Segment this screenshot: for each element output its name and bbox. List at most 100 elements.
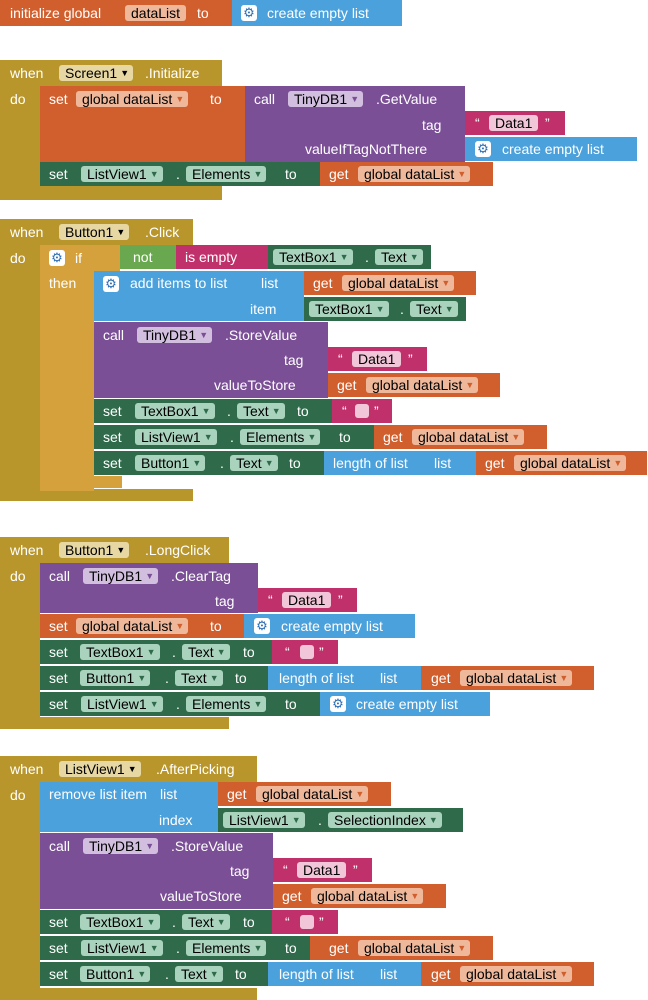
variable-dropdown[interactable]: global dataList bbox=[358, 940, 471, 956]
event-button-longclick-block[interactable]: when Button1 .LongClick bbox=[0, 537, 229, 563]
set-textbox-text-block[interactable]: set TextBox1 . Text to bbox=[40, 910, 272, 934]
component-dropdown[interactable]: TinyDB1 bbox=[83, 568, 159, 584]
event-button-click-block[interactable]: when Button1 .Click bbox=[0, 219, 193, 245]
length-of-list-block[interactable]: length of list list bbox=[268, 962, 421, 986]
string-value[interactable]: Data1 bbox=[282, 592, 332, 608]
property-dropdown[interactable]: Text bbox=[375, 249, 423, 265]
component-dropdown[interactable]: TinyDB1 bbox=[83, 838, 159, 854]
property-dropdown[interactable]: Text bbox=[237, 403, 285, 419]
component-dropdown[interactable]: ListView1 bbox=[135, 429, 217, 445]
add-items-to-list-block[interactable]: ⚙ add items to list list item bbox=[94, 271, 304, 321]
variable-dropdown[interactable]: global dataList bbox=[76, 91, 189, 107]
create-empty-list-block[interactable]: ⚙ create empty list bbox=[244, 614, 415, 638]
component-dropdown[interactable]: TextBox1 bbox=[309, 301, 389, 317]
is-empty-block[interactable]: is empty bbox=[176, 245, 268, 269]
component-dropdown[interactable]: Button1 bbox=[80, 966, 151, 982]
gear-icon[interactable]: ⚙ bbox=[254, 618, 270, 634]
set-listview-elements-block[interactable]: set ListView1 . Elements to bbox=[40, 692, 320, 716]
set-global-block[interactable]: set global dataList to bbox=[40, 614, 244, 638]
set-global-block[interactable]: set global dataList to bbox=[40, 86, 245, 162]
property-dropdown[interactable]: Text bbox=[182, 914, 230, 930]
gear-icon[interactable]: ⚙ bbox=[330, 696, 346, 712]
empty-string-block[interactable]: “ ” bbox=[272, 640, 338, 664]
property-dropdown[interactable]: Text bbox=[175, 670, 223, 686]
property-dropdown[interactable]: Text bbox=[182, 644, 230, 660]
set-textbox-text-block[interactable]: set TextBox1 . Text to bbox=[94, 399, 332, 423]
variable-dropdown[interactable]: global dataList bbox=[358, 166, 471, 182]
tinydb-cleartag-block[interactable]: call TinyDB1 .ClearTag tag bbox=[40, 563, 258, 613]
property-dropdown[interactable]: SelectionIndex bbox=[328, 812, 442, 828]
component-dropdown[interactable]: Screen1 bbox=[59, 65, 134, 81]
get-global-block[interactable]: get global dataList bbox=[328, 373, 500, 397]
component-dropdown[interactable]: Button1 bbox=[59, 224, 130, 240]
get-global-block[interactable]: get global dataList bbox=[374, 425, 547, 449]
empty-string-block[interactable]: “ ” bbox=[272, 910, 338, 934]
variable-dropdown[interactable]: global dataList bbox=[256, 786, 369, 802]
not-block[interactable]: not bbox=[120, 245, 176, 269]
text-string-block[interactable]: “ Data1 ” bbox=[328, 347, 427, 371]
string-value[interactable]: Data1 bbox=[352, 351, 402, 367]
if-block[interactable]: ⚙ if bbox=[40, 245, 120, 271]
variable-dropdown[interactable]: global dataList bbox=[342, 275, 455, 291]
set-listview-elements-block[interactable]: set ListView1 . Elements to bbox=[40, 936, 310, 960]
property-dropdown[interactable]: Elements bbox=[240, 429, 321, 445]
string-value[interactable] bbox=[300, 915, 314, 929]
component-dropdown[interactable]: TinyDB1 bbox=[288, 91, 364, 107]
component-dropdown[interactable]: TextBox1 bbox=[80, 644, 160, 660]
get-global-block[interactable]: get global dataList bbox=[310, 936, 493, 960]
component-dropdown[interactable]: ListView1 bbox=[223, 812, 305, 828]
tinydb-getvalue-block[interactable]: call TinyDB1 .GetValue tag valueIfTagNot… bbox=[245, 86, 465, 162]
get-global-block[interactable]: get global dataList bbox=[421, 666, 594, 690]
gear-icon[interactable]: ⚙ bbox=[103, 276, 119, 292]
variable-dropdown[interactable]: global dataList bbox=[460, 670, 573, 686]
create-empty-list-block[interactable]: ⚙ create empty list bbox=[232, 0, 402, 26]
property-dropdown[interactable]: Text bbox=[410, 301, 458, 317]
textbox-text-getter-block[interactable]: TextBox1 . Text bbox=[304, 297, 466, 321]
get-global-block[interactable]: get global dataList bbox=[476, 451, 647, 475]
component-dropdown[interactable]: Button1 bbox=[80, 670, 151, 686]
text-string-block[interactable]: “ Data1 ” bbox=[258, 588, 357, 612]
property-dropdown[interactable]: Text bbox=[230, 455, 278, 471]
tinydb-storevalue-block[interactable]: call TinyDB1 .StoreValue tag valueToStor… bbox=[40, 833, 273, 909]
variable-dropdown[interactable]: global dataList bbox=[460, 966, 573, 982]
string-value[interactable] bbox=[300, 645, 314, 659]
text-string-block[interactable]: “ Data1 ” bbox=[273, 858, 372, 882]
variable-dropdown[interactable]: global dataList bbox=[412, 429, 525, 445]
property-dropdown[interactable]: Elements bbox=[186, 166, 267, 182]
create-empty-list-block[interactable]: ⚙ create empty list bbox=[320, 692, 490, 716]
component-dropdown[interactable]: TextBox1 bbox=[80, 914, 160, 930]
string-value[interactable]: Data1 bbox=[489, 115, 539, 131]
set-button-text-block[interactable]: set Button1 . Text to bbox=[40, 666, 268, 690]
empty-string-block[interactable]: “ ” bbox=[332, 399, 392, 423]
component-dropdown[interactable]: ListView1 bbox=[59, 761, 141, 777]
listview-selectionindex-getter-block[interactable]: ListView1 . SelectionIndex bbox=[218, 808, 463, 832]
string-value[interactable]: Data1 bbox=[297, 862, 347, 878]
create-empty-list-block[interactable]: ⚙ create empty list bbox=[465, 137, 637, 161]
get-global-block[interactable]: get global dataList bbox=[304, 271, 476, 295]
property-dropdown[interactable]: Elements bbox=[186, 940, 267, 956]
variable-dropdown[interactable]: global dataList bbox=[311, 888, 424, 904]
gear-icon[interactable]: ⚙ bbox=[49, 250, 65, 266]
component-dropdown[interactable]: TextBox1 bbox=[135, 403, 215, 419]
textbox-text-getter-block[interactable]: TextBox1 . Text bbox=[268, 245, 431, 269]
component-dropdown[interactable]: ListView1 bbox=[81, 696, 163, 712]
set-listview-elements-block[interactable]: set ListView1 . Elements to bbox=[94, 425, 374, 449]
gear-icon[interactable]: ⚙ bbox=[475, 141, 491, 157]
get-global-block[interactable]: get global dataList bbox=[320, 162, 493, 186]
set-button-text-block[interactable]: set Button1 . Text to bbox=[94, 451, 324, 475]
tinydb-storevalue-block[interactable]: call TinyDB1 .StoreValue tag valueToStor… bbox=[94, 322, 328, 398]
variable-name-field[interactable]: dataList bbox=[125, 5, 187, 21]
property-dropdown[interactable]: Elements bbox=[186, 696, 267, 712]
length-of-list-block[interactable]: length of list list bbox=[324, 451, 476, 475]
variable-dropdown[interactable]: global dataList bbox=[514, 455, 627, 471]
remove-list-item-block[interactable]: remove list item list index bbox=[40, 782, 218, 832]
get-global-block[interactable]: get global dataList bbox=[421, 962, 594, 986]
variable-dropdown[interactable]: global dataList bbox=[76, 618, 189, 634]
set-textbox-text-block[interactable]: set TextBox1 . Text to bbox=[40, 640, 272, 664]
component-dropdown[interactable]: TinyDB1 bbox=[137, 327, 213, 343]
component-dropdown[interactable]: Button1 bbox=[59, 542, 130, 558]
event-screen-initialize-block[interactable]: when Screen1 .Initialize bbox=[0, 60, 222, 86]
get-global-block[interactable]: get global dataList bbox=[218, 782, 391, 806]
initialize-global-block[interactable]: initialize global dataList to bbox=[0, 0, 232, 26]
component-dropdown[interactable]: ListView1 bbox=[81, 940, 163, 956]
